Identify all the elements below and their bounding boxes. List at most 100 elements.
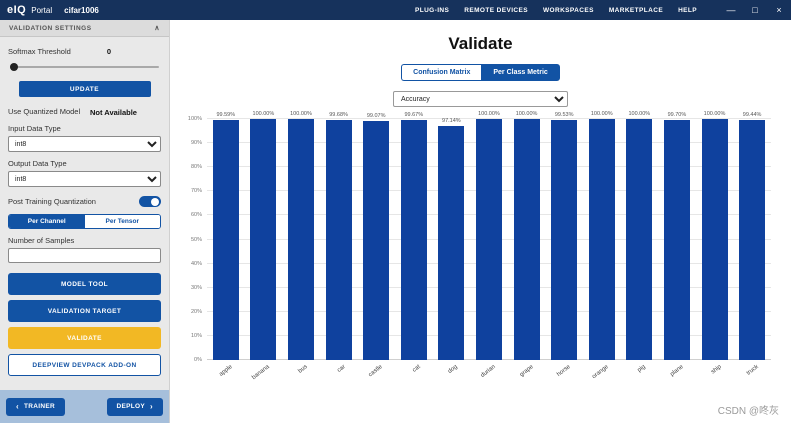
y-tick-label: 100% <box>187 116 202 122</box>
y-tick-label: 60% <box>190 212 202 219</box>
x-tick-label: castle <box>367 364 384 379</box>
page-title: Validate <box>448 34 513 53</box>
slider-track[interactable] <box>10 66 159 68</box>
output-data-type-label: Output Data Type <box>8 159 67 169</box>
y-tick-label: 40% <box>190 260 202 267</box>
menu-marketplace[interactable]: MARKETPLACE <box>608 6 664 14</box>
toggle-knob <box>151 197 159 206</box>
accuracy-bar-chart: 0% 10% 20% 30% 40% 50% 60% 70% 80% 90% 100% 99.59%… <box>182 111 771 381</box>
bar-value-label: 99.59% <box>216 112 236 118</box>
bar <box>739 120 766 360</box>
chevron-up-icon[interactable]: ∧ <box>154 25 160 32</box>
bar <box>663 119 690 360</box>
bar-group: 100.00% orange <box>583 111 621 380</box>
post-training-quantization-label: Post Training Quantization <box>8 197 96 207</box>
number-of-samples-input[interactable] <box>8 248 161 264</box>
bar-value-label: 100.00% <box>703 111 726 117</box>
bar-group: 99.44% truck <box>733 112 771 377</box>
y-tick-label: 0% <box>194 357 202 363</box>
bar-value-label: 100.00% <box>252 111 275 117</box>
input-data-type-select[interactable]: int8 <box>8 136 161 153</box>
maximize-button[interactable]: □ <box>752 5 758 15</box>
bar-group: 100.00% bus <box>282 111 320 375</box>
bar-value-label: 100.00% <box>590 111 613 117</box>
softmax-threshold-label: Softmax Threshold <box>8 47 71 56</box>
softmax-threshold-row: Softmax Threshold 0 <box>8 47 161 56</box>
number-of-samples-label: Number of Samples <box>8 236 75 246</box>
softmax-threshold-value: 0 <box>106 47 111 56</box>
bar-value-label: 100.00% <box>478 111 500 117</box>
post-training-quantization-toggle[interactable] <box>139 196 161 208</box>
titlebar: eIQ Portal cifar1006 PLUG-INS REMOTE DEV… <box>0 0 791 20</box>
slider-thumb[interactable] <box>10 63 18 71</box>
bar <box>325 119 352 360</box>
bar <box>400 119 427 360</box>
bar-group: 99.07% castle <box>357 113 395 378</box>
y-tick-label: 20% <box>190 308 202 315</box>
sidebar-footer: ‹ TRAINER DEPLOY › <box>0 390 169 423</box>
bar-group: 97.14% dog <box>433 118 471 375</box>
bar-group: 100.00% banana <box>245 111 283 381</box>
bar <box>250 119 277 360</box>
validation-settings-panel: VALIDATION SETTINGS ∧ Softmax Threshold … <box>0 20 170 423</box>
bar <box>287 119 314 360</box>
menu-plug-ins[interactable]: PLUG-INS <box>414 6 450 14</box>
deploy-button[interactable]: DEPLOY › <box>106 397 163 416</box>
menu-bar: PLUG-INS REMOTE DEVICES WORKSPACES MARKE… <box>415 7 697 14</box>
model-tool-button[interactable]: MODEL TOOL <box>8 273 161 296</box>
deploy-button-label: DEPLOY <box>116 403 146 410</box>
close-button[interactable]: × <box>776 5 782 15</box>
bar-group: 99.59% apple <box>207 112 245 378</box>
bar <box>363 121 390 360</box>
update-button[interactable]: UPDATE <box>18 81 151 97</box>
x-tick-label: ship <box>709 364 723 376</box>
x-tick-label: horse <box>556 364 572 378</box>
bar-value-label: 99.07% <box>366 113 386 120</box>
per-tensor-button[interactable]: Per Tensor <box>84 215 160 229</box>
x-tick-label: car <box>336 364 347 374</box>
bar <box>701 119 728 360</box>
bar <box>588 119 615 360</box>
bar <box>626 119 653 360</box>
deepview-devpack-addon-button[interactable]: DEEPVIEW DEVPACK ADD-ON <box>8 354 161 377</box>
x-tick-label: apple <box>218 364 234 378</box>
bar-value-label: 99.44% <box>742 112 762 119</box>
output-data-type-select[interactable]: int8 <box>8 171 161 188</box>
metric-select-row: Accuracy <box>170 91 791 107</box>
panel-body: Softmax Threshold 0 UPDATE Use Quantized… <box>0 37 169 390</box>
chart-plot: 99.59% apple 100.00% banana 100.00% bus 99.68%… <box>207 111 771 381</box>
menu-remote-devices[interactable]: REMOTE DEVICES <box>464 6 528 14</box>
bar-value-label: 99.68% <box>329 111 348 118</box>
bar <box>551 120 578 360</box>
window-controls: — □ × <box>719 0 791 20</box>
panel-header-label: VALIDATION SETTINGS <box>9 24 92 32</box>
x-tick-label: truck <box>745 364 760 377</box>
bar-value-label: 99.70% <box>667 111 687 118</box>
bar-group: 99.53% horse <box>545 112 583 378</box>
use-quantized-model-label: Use Quantized Model <box>8 107 81 116</box>
validate-screen: Validate Confusion Matrix Per Class Metr… <box>170 20 791 423</box>
validate-button[interactable]: VALIDATE <box>8 327 161 350</box>
tab-confusion-matrix[interactable]: Confusion Matrix <box>401 64 482 81</box>
quantization-mode-segmented: Per Channel Per Tensor <box>8 214 161 230</box>
panel-header[interactable]: VALIDATION SETTINGS ∧ <box>0 20 169 37</box>
trainer-button[interactable]: ‹ TRAINER <box>6 397 65 416</box>
input-data-type-label: Input Data Type <box>8 124 61 134</box>
bar-group: 100.00% grape <box>508 111 546 378</box>
bar-group: 99.67% cat <box>395 112 433 374</box>
menu-help[interactable]: HELP <box>678 6 697 14</box>
app-name: Portal <box>31 5 53 15</box>
x-tick-label: orange <box>591 364 610 381</box>
validation-target-button[interactable]: VALIDATION TARGET <box>8 300 161 323</box>
softmax-threshold-slider[interactable] <box>10 63 159 71</box>
bar <box>513 119 540 360</box>
metric-select[interactable]: Accuracy <box>393 91 568 107</box>
bar-group: 99.68% car <box>320 112 358 374</box>
tab-per-class-metric[interactable]: Per Class Metric <box>481 64 560 81</box>
menu-workspaces[interactable]: WORKSPACES <box>543 6 594 14</box>
minimize-button[interactable]: — <box>726 5 736 15</box>
y-tick-label: 50% <box>190 236 202 243</box>
y-tick-label: 80% <box>190 164 202 171</box>
per-channel-button[interactable]: Per Channel <box>9 215 85 229</box>
x-tick-label: banana <box>251 364 272 382</box>
